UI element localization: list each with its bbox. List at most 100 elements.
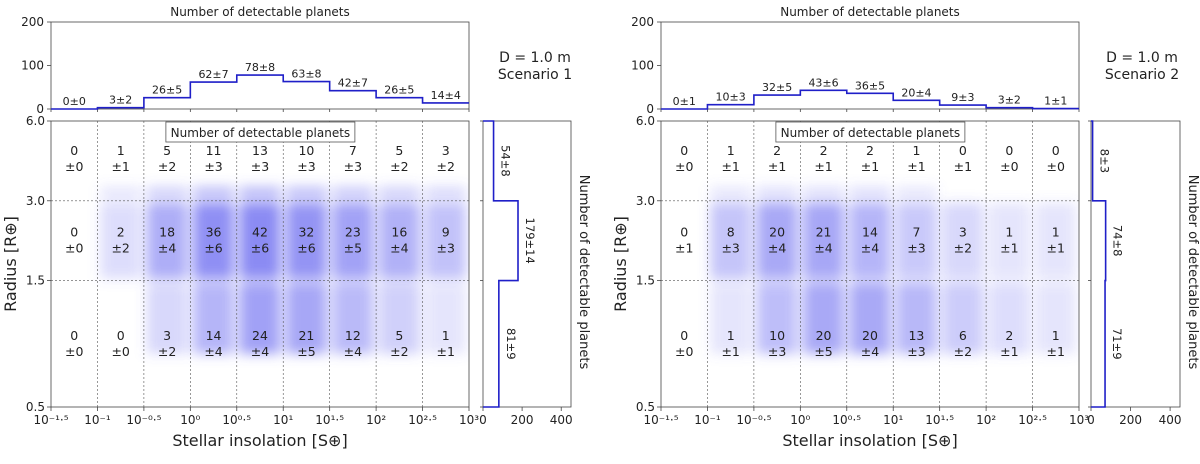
cell-count: 1 [1005,225,1013,240]
cell-error: ±1 [111,159,129,174]
x-tick-label: 10²·⁵ [408,413,437,427]
cell-error: ±2 [158,159,176,174]
top-histogram-frame [660,21,1080,110]
cell-error: ±0 [1047,159,1065,174]
density-cell [896,282,937,354]
cell-count: 0 [1005,143,1013,158]
cell-count: 9 [442,225,450,240]
cell-count: 21 [816,225,832,240]
cell-count: 1 [912,143,920,158]
heatmap-label-box: Number of detectable planets [165,121,356,143]
x-tick-label: 10³ [1069,413,1089,427]
cell-count: 8 [727,225,735,240]
cell-error: ±1 [721,344,739,359]
top-histogram-title: Number of detectable planets [780,5,960,19]
x-tick-label: 10⁰·⁵ [222,413,251,427]
density-cell [239,202,281,279]
cell-count: 20 [769,225,785,240]
cell-error: ±1 [768,159,786,174]
cell-count: 1 [1052,328,1060,343]
density-cell [239,282,281,354]
cell-count: 0 [680,225,688,240]
x-tick-label: 10⁰ [790,413,810,427]
heatmap-label-frame [775,121,966,143]
right-x-tick-label: 400 [550,413,573,427]
right-histogram-bar-label: 74±8 [1111,225,1125,257]
density-cloud [100,186,466,354]
y-tick-label: 1.5 [26,274,45,288]
cell-count: 20 [862,328,878,343]
cell-count: 0 [680,143,688,158]
density-cell [146,282,188,354]
top-histogram-bar-label: 20±4 [901,86,931,99]
cell-error: ±2 [954,241,972,256]
top-histogram-bar-label: 42±7 [338,77,368,90]
density-cell [286,202,327,279]
density-cell [193,282,234,354]
x-tick-label: 10¹·⁵ [315,413,344,427]
density-cell [849,202,891,279]
cell-count: 7 [912,225,920,240]
cell-error: ±4 [158,241,176,256]
x-tick-label: 10⁻¹ [84,413,111,427]
right-histogram-bar-label: 54±8 [499,145,513,177]
cell-error: ±0 [675,159,693,174]
density-cell [989,282,1030,354]
annotation-diameter: D = 1.0 m [499,50,571,66]
cell-error: ±2 [390,344,408,359]
cell-count: 1 [442,328,450,343]
density-cell [425,282,466,354]
top-y-tick-label: 0 [646,102,654,116]
cell-error: ±1 [954,159,972,174]
density-cell [710,186,751,199]
x-axis-label: Stellar insolation [S⊕] [782,431,957,450]
cell-error: ±4 [344,344,362,359]
density-cell [286,282,327,354]
cell-error: ±0 [65,344,83,359]
cell-count: 1 [117,143,125,158]
cell-error: ±0 [1000,159,1018,174]
top-y-tick-label: 100 [631,59,654,73]
density-cell [100,186,141,199]
cell-error: ±1 [861,159,879,174]
right-histogram-step [1091,120,1107,408]
right-x-tick-label: 200 [1119,413,1142,427]
top-histogram-bar-label: 0±0 [63,95,86,108]
cell-count: 2 [773,143,781,158]
top-histogram-step [661,89,1079,110]
annotation-scenario: Scenario 1 [498,67,572,83]
cell-count: 0 [70,225,78,240]
cell-count: 2 [820,143,828,158]
density-cell [379,202,420,279]
cell-error: ±2 [390,159,408,174]
heatmap-label: Number of detectable planets [781,126,961,140]
cell-count: 12 [345,328,361,343]
density-cell [146,186,188,199]
density-cell [1035,202,1076,279]
right-histogram-step [483,120,519,408]
x-tick-label: 10¹·⁵ [925,413,954,427]
cell-count: 0 [117,328,125,343]
right-histogram-bar-label: 71±9 [1110,328,1124,360]
top-histogram-bar-label: 26±5 [152,84,182,97]
x-tick-label: 10⁻⁰·⁵ [126,413,161,427]
cell-count: 18 [159,225,175,240]
right-x-tick-label: 200 [511,413,534,427]
cell-error: ±4 [251,344,269,359]
cell-error: ±2 [158,344,176,359]
top-histogram-bar-label: 62±7 [198,68,228,81]
cell-error: ±3 [437,241,455,256]
top-y-tick-label: 200 [21,15,44,29]
density-cell [193,186,234,199]
cell-error: ±1 [1000,344,1018,359]
cell-error: ±2 [954,344,972,359]
density-cell [942,282,984,354]
density-cell [379,282,420,354]
density-cell [989,202,1030,279]
cell-count: 14 [206,328,222,343]
main-heatmap: 0±01±15±211±313±310±37±35±23±20±02±218±4… [1,114,479,450]
density-cell [332,186,374,199]
cell-error: ±4 [204,344,222,359]
